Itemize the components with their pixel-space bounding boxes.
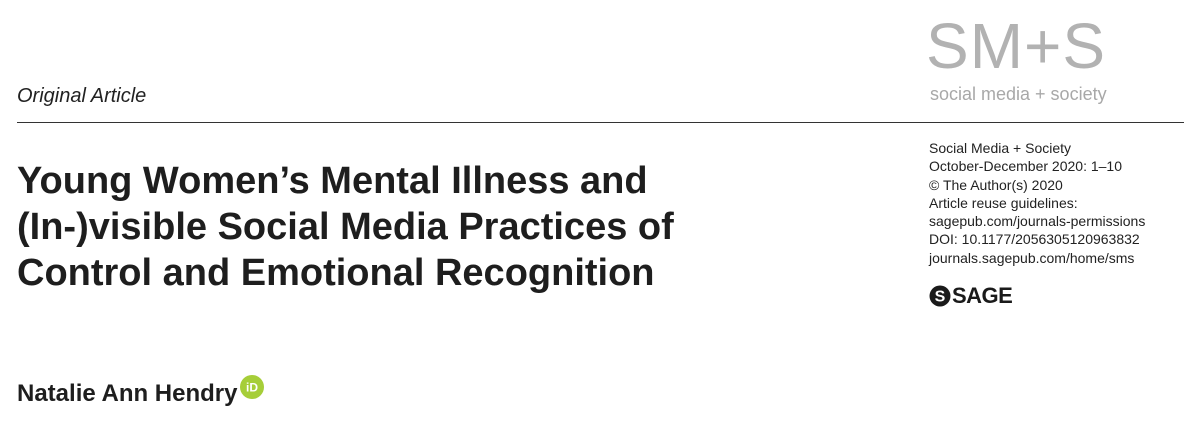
journal-logo-subtitle: social media + society bbox=[930, 84, 1107, 104]
svg-text:S: S bbox=[935, 289, 946, 306]
orcid-label: iD bbox=[246, 381, 258, 395]
journal-link[interactable]: journals.sagepub.com/home/sms bbox=[929, 249, 1135, 266]
title-line: Control and Emotional Recognition bbox=[17, 252, 655, 294]
header-rule bbox=[17, 122, 1184, 123]
article-type: Original Article bbox=[17, 85, 147, 107]
reuse-link[interactable]: sagepub.com/journals-permissions bbox=[929, 213, 1146, 230]
sage-s-icon: S bbox=[929, 285, 951, 307]
journal-logo-mark: SM+S bbox=[926, 10, 1107, 82]
journal-logo: SM+S social media + society bbox=[926, 14, 1126, 108]
title-line: Young Women’s Mental Illness and bbox=[17, 160, 648, 202]
article-title: Young Women’s Mental Illness and (In-)vi… bbox=[17, 158, 877, 296]
article-metadata: Social Media + Society October-December … bbox=[929, 139, 1189, 267]
copyright: © The Author(s) 2020 bbox=[929, 176, 1063, 193]
title-line: (In-)visible Social Media Practices of bbox=[17, 206, 674, 248]
author-block: Natalie Ann Hendry iD bbox=[17, 375, 264, 408]
reuse-label: Article reuse guidelines: bbox=[929, 194, 1078, 211]
publisher-logo: S SAGE bbox=[929, 283, 1013, 308]
doi-link[interactable]: DOI: 10.1177/2056305120963832 bbox=[929, 231, 1140, 248]
issue-info: October-December 2020: 1–10 bbox=[929, 158, 1122, 175]
publisher-name: SAGE bbox=[952, 283, 1013, 308]
author-name: Natalie Ann Hendry bbox=[17, 380, 238, 407]
journal-name: Social Media + Society bbox=[929, 140, 1072, 156]
orcid-icon[interactable]: iD bbox=[239, 375, 264, 399]
